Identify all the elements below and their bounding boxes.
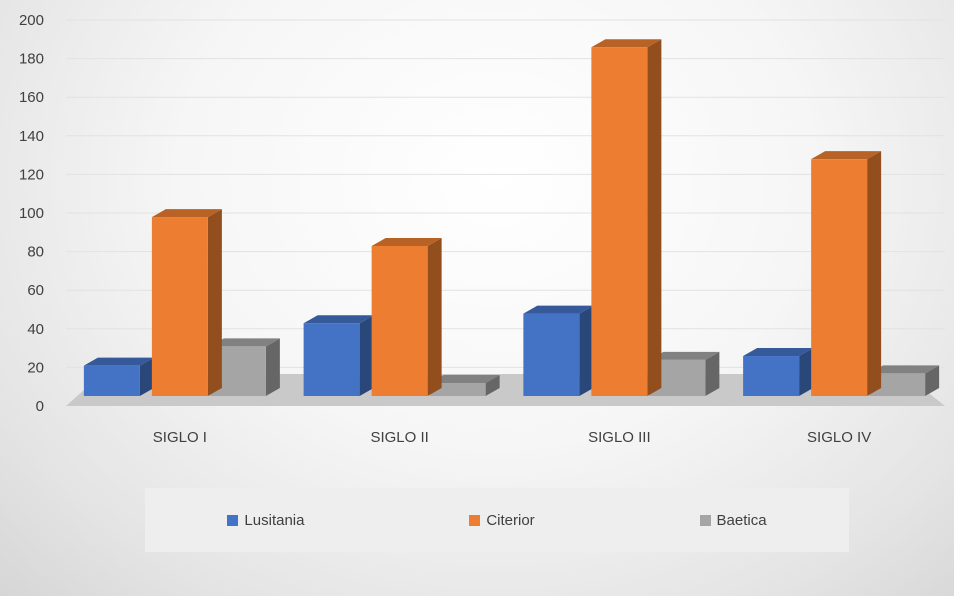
bar-top-lusitania (743, 348, 814, 357)
bar-top-lusitania (303, 315, 374, 324)
legend-swatch-lusitania (227, 514, 239, 526)
y-tick-label: 120 (19, 166, 44, 183)
bar-top-baetica (209, 338, 280, 347)
bar-side-baetica (925, 365, 940, 396)
y-tick-label: 20 (27, 359, 44, 376)
x-tick-label: SIGLO III (588, 429, 651, 446)
legend-swatch-baetica (699, 514, 711, 526)
bar-side-citerior (867, 151, 882, 396)
bar-lusitania (83, 365, 140, 396)
bar-side-citerior (647, 39, 662, 396)
legend-swatch-citerior (469, 514, 481, 526)
y-tick-label: 200 (19, 12, 44, 29)
bar-citerior (811, 159, 868, 396)
bar-side-citerior (207, 209, 222, 396)
bar-side-baetica (485, 375, 500, 396)
bar-lusitania (743, 356, 800, 396)
bar-side-citerior (427, 238, 442, 396)
bar-lusitania (303, 323, 360, 396)
bar-side-baetica (705, 351, 720, 396)
x-tick-label: SIGLO IV (807, 429, 871, 446)
bar-top-lusitania (523, 305, 594, 314)
bar-top-baetica (649, 351, 720, 360)
bar-side-lusitania (799, 348, 814, 396)
legend-label-lusitania: Lusitania (244, 511, 305, 529)
legend-item-baetica: Baetica (699, 511, 767, 529)
bar-side-baetica (265, 338, 280, 396)
y-tick-label: 180 (19, 51, 44, 68)
bar-citerior (591, 47, 648, 396)
bar-top-baetica (869, 365, 940, 374)
y-tick-label: 40 (27, 321, 44, 338)
x-tick-label: SIGLO II (370, 429, 428, 446)
x-tick-label: SIGLO I (153, 429, 207, 446)
bar-top-citerior (811, 151, 882, 160)
y-tick-label: 100 (19, 205, 44, 222)
bar-baetica (869, 373, 926, 396)
y-tick-label: 0 (36, 398, 44, 415)
y-tick-label: 140 (19, 128, 44, 145)
bar-lusitania (523, 313, 580, 396)
y-tick-label: 60 (27, 282, 44, 299)
bar-side-lusitania (139, 357, 154, 396)
bar-top-baetica (429, 375, 500, 384)
bar-top-lusitania (83, 357, 154, 366)
bar-side-lusitania (359, 315, 374, 396)
bar-top-citerior (591, 39, 662, 48)
bar-citerior (151, 217, 208, 396)
chart-floor (66, 374, 945, 406)
y-tick-label: 160 (19, 89, 44, 106)
legend-label-citerior: Citerior (486, 511, 535, 529)
bar-side-lusitania (579, 305, 594, 396)
legend-label-baetica: Baetica (716, 511, 767, 529)
legend-item-lusitania: Lusitania (227, 512, 304, 529)
bar-top-citerior (151, 209, 222, 218)
bar-citerior (371, 246, 428, 396)
legend: Lusitania Citerior Baetica (145, 488, 849, 552)
bar-top-citerior (371, 238, 442, 247)
bar-baetica (429, 383, 486, 396)
y-tick-label: 80 (27, 244, 44, 261)
legend-item-citerior: Citerior (469, 511, 535, 529)
